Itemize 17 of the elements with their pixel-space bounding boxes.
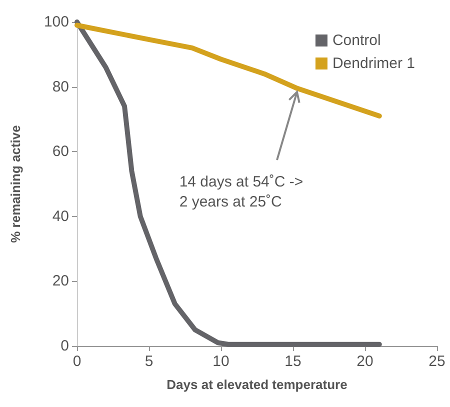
x-tick-label: 20 xyxy=(356,353,374,370)
x-tick-label: 25 xyxy=(428,353,446,370)
legend-label: Dendrimer 1 xyxy=(332,55,415,72)
y-tick-label: 0 xyxy=(60,338,69,354)
annotation: 14 days at 54˚C -> 2 years at 25˚C xyxy=(179,174,304,211)
x-tick-label: 15 xyxy=(284,353,302,370)
x-tick-label: 5 xyxy=(144,353,154,370)
x-axis-title: Days at elevated temperature xyxy=(166,377,348,392)
legend-label: Control xyxy=(332,32,381,49)
y-tick-label: 60 xyxy=(52,143,69,160)
y-tick-label: 100 xyxy=(44,14,69,30)
x-tick-label: 10 xyxy=(212,353,230,370)
x-tick-label: 0 xyxy=(72,353,82,370)
y-tick-label: 80 xyxy=(52,78,69,96)
y-tick-label: 40 xyxy=(52,208,69,225)
y-axis-title: % remaining active xyxy=(8,125,23,243)
y-tick-label: 20 xyxy=(52,272,69,290)
